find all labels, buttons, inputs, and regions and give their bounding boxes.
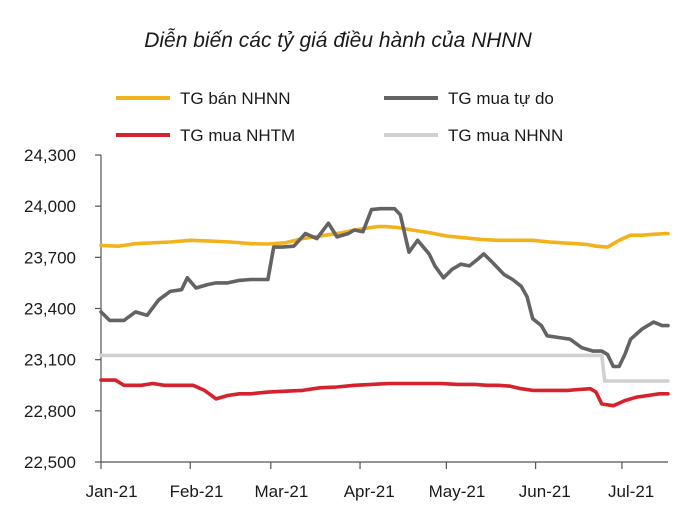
series-line-tg-mua-nhtm (99, 378, 670, 408)
y-tick-label: 24,300 (24, 146, 76, 165)
y-axis: 22,500 22,800 23,100 23,400 23,700 24,000 24,3… (24, 146, 102, 472)
series-line-tg-mua-tu-do (99, 206, 670, 369)
y-tick-label: 22,800 (24, 402, 76, 421)
series-layer (99, 206, 670, 408)
x-tick-label: Apr-21 (344, 482, 395, 501)
legend-label-tg-mua-nhtm: TG mua NHTM (180, 126, 295, 145)
chart-title: Diễn biến các tỷ giá điều hành của NHNN (144, 29, 532, 52)
legend-label-tg-ban-nhnn: TG bán NHNN (180, 89, 291, 108)
y-tick-label: 23,100 (24, 351, 76, 370)
legend-label-tg-mua-tu-do: TG mua tự do (448, 89, 554, 108)
chart-legend: TG bán NHNN TG mua tự do TG mua NHTM TG mua… (116, 89, 563, 145)
series-line-tg-mua-nhnn (99, 353, 670, 383)
series-line-tg-ban-nhnn (99, 224, 670, 249)
x-tick-label: Jul-21 (608, 482, 654, 501)
x-tick-label: May-21 (429, 482, 486, 501)
x-axis: Jan-21 Feb-21 Mar-21 Apr-21 May-21 Jun-21 Jul-… (86, 461, 668, 501)
y-tick-label: 23,700 (24, 248, 76, 267)
y-tick-label: 24,000 (24, 197, 76, 216)
y-tick-label: 22,500 (24, 453, 76, 472)
x-tick-label: Jun-21 (519, 482, 571, 501)
x-tick-label: Feb-21 (170, 482, 224, 501)
y-tick-label: 23,400 (24, 300, 76, 319)
x-tick-label: Jan-21 (86, 482, 138, 501)
x-tick-label: Mar-21 (254, 482, 308, 501)
legend-label-tg-mua-nhnn: TG mua NHNN (448, 126, 563, 145)
